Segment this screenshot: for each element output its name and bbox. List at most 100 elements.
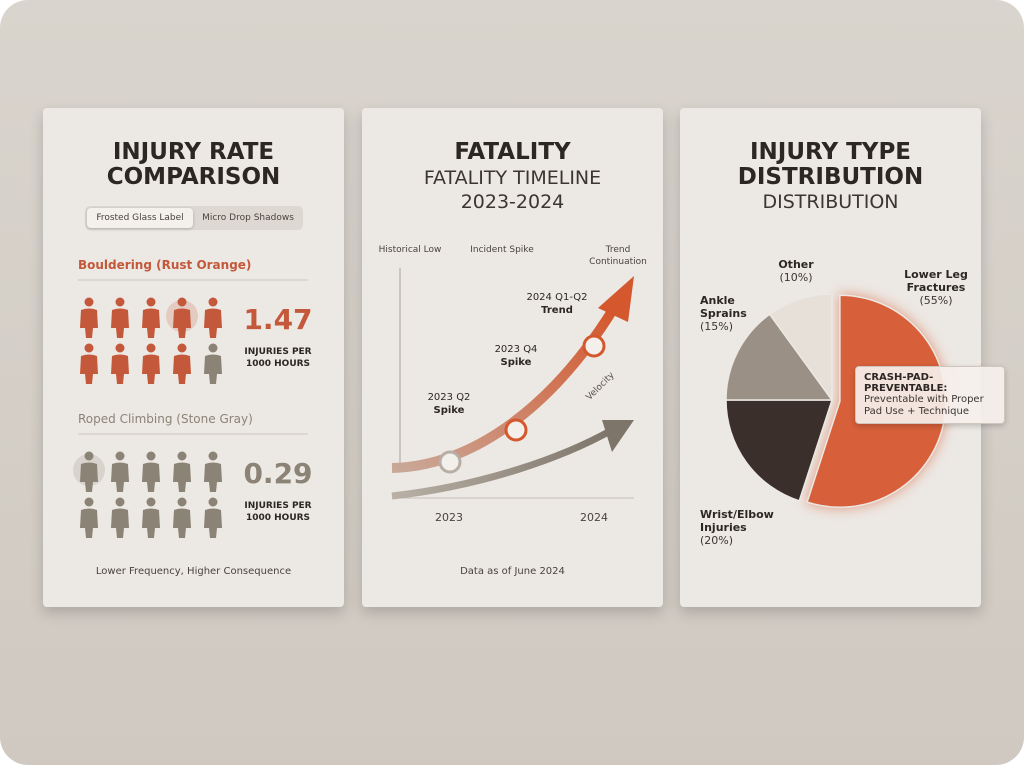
- slice-value-label: (20%): [700, 534, 734, 547]
- point-marker: [504, 418, 528, 442]
- icon-body: [204, 354, 222, 384]
- point-marker: [582, 334, 606, 358]
- person-icon: [204, 497, 222, 538]
- icon-body: [111, 354, 129, 384]
- point-marker: [438, 450, 462, 474]
- tab-bar: Frosted Glass Label Micro Drop Shadows: [85, 206, 303, 230]
- stat-unit: INJURIES PER 1000 HOURS: [244, 501, 312, 523]
- person-icon: [142, 343, 160, 384]
- icon-body: [111, 308, 129, 338]
- icon-body: [142, 462, 160, 492]
- icon-head: [115, 451, 125, 461]
- slice-label: Wrist/Elbow Injuries: [700, 508, 774, 534]
- person-icon: [204, 343, 222, 384]
- stat-value: 0.29: [243, 457, 313, 490]
- trend-curve: [391, 426, 614, 500]
- icon-head: [146, 343, 156, 353]
- person-icon: [173, 343, 191, 384]
- x-tick-label: 2024: [580, 511, 608, 524]
- icon-body: [111, 462, 129, 492]
- icon-head: [146, 297, 156, 307]
- annotation: Incident Spike: [470, 245, 534, 255]
- person-icon: [204, 451, 222, 492]
- group-label: Bouldering (Rust Orange): [78, 258, 252, 272]
- icon-head: [208, 297, 218, 307]
- icon-body: [80, 354, 98, 384]
- icon-body: [80, 308, 98, 338]
- icon-head: [115, 343, 125, 353]
- icon-head: [177, 451, 187, 461]
- point-note: Trend: [541, 305, 573, 316]
- tab[interactable]: Micro Drop Shadows: [202, 213, 294, 223]
- annotation: Trend Continuation: [589, 245, 647, 267]
- icon-body: [173, 308, 191, 338]
- icon-body: [80, 508, 98, 538]
- point-note: Spike: [500, 357, 532, 368]
- person-icon: [73, 451, 105, 492]
- slice-value-label: (55%): [919, 294, 953, 307]
- arrow-label: Velocity: [585, 370, 618, 403]
- icon-body: [142, 508, 160, 538]
- icon-head: [84, 343, 94, 353]
- icon-head: [146, 451, 156, 461]
- callout-title: CRASH-PAD-PREVENTABLE:: [864, 372, 948, 394]
- icon-body: [142, 354, 160, 384]
- pie-slice: [725, 399, 834, 502]
- person-icon: [142, 497, 160, 538]
- icon-head: [208, 497, 218, 507]
- icon-body: [173, 508, 191, 538]
- point-label: 2023 Q4: [494, 344, 538, 355]
- pie-slice: [725, 313, 834, 401]
- icon-head: [84, 297, 94, 307]
- arrow-head: [602, 420, 634, 452]
- point-label: 2023 Q2: [427, 392, 471, 403]
- tab[interactable]: Frosted Glass Label: [87, 208, 193, 228]
- icon-body: [80, 462, 98, 492]
- card-title: FATALITY: [454, 139, 571, 165]
- person-icon: [80, 343, 98, 384]
- icon-head: [177, 343, 187, 353]
- person-icon: [111, 451, 129, 492]
- arrow-head: [598, 276, 634, 322]
- slice-label: Ankle Sprains: [700, 294, 747, 320]
- icon-head: [146, 497, 156, 507]
- stat-unit: INJURIES PER 1000 HOURS: [244, 347, 312, 369]
- group-label: Roped Climbing (Stone Gray): [78, 412, 253, 426]
- person-icon: [111, 343, 129, 384]
- icon-body: [204, 508, 222, 538]
- icon-body: [173, 462, 191, 492]
- icon-head: [115, 297, 125, 307]
- icon-body: [204, 308, 222, 338]
- card-title: INJURY TYPE DISTRIBUTION: [737, 139, 924, 190]
- injury-rate-card: INJURY RATE COMPARISON Frosted Glass Lab…: [43, 108, 344, 607]
- person-icon: [142, 451, 160, 492]
- slice-label: Lower Leg Fractures: [904, 268, 968, 294]
- person-icon: [204, 297, 222, 338]
- distribution-card: INJURY TYPE DISTRIBUTION DISTRIBUTION CR…: [680, 108, 1005, 607]
- callout-text: Preventable with Proper Pad Use + Techni…: [864, 394, 984, 417]
- point-label: 2024 Q1-Q2: [526, 292, 588, 303]
- icon-body: [111, 508, 129, 538]
- stat-value: 1.47: [243, 303, 313, 336]
- slice-value-label: (10%): [779, 271, 813, 284]
- annotation: Historical Low: [378, 245, 442, 255]
- card-subtitle: FATALITY TIMELINE 2023-2024: [423, 167, 602, 213]
- person-icon: [142, 297, 160, 338]
- card-title: INJURY RATE COMPARISON: [106, 139, 281, 190]
- person-icon: [111, 297, 129, 338]
- person-icon: [80, 497, 98, 538]
- slice-label: Other: [778, 258, 814, 271]
- icon-head: [208, 343, 218, 353]
- timeline-chart: Velocity: [391, 268, 634, 500]
- icon-head: [84, 497, 94, 507]
- icon-head: [177, 297, 187, 307]
- icon-panel: [73, 279, 308, 538]
- pie-slice: [768, 293, 833, 403]
- icon-head: [115, 497, 125, 507]
- icon-body: [142, 308, 160, 338]
- fatality-card: FATALITY FATALITY TIMELINE 2023-2024 Vel…: [362, 108, 663, 607]
- person-icon: [173, 451, 191, 492]
- person-icon: [166, 297, 198, 338]
- icon-head: [177, 497, 187, 507]
- x-tick-label: 2023: [435, 511, 463, 524]
